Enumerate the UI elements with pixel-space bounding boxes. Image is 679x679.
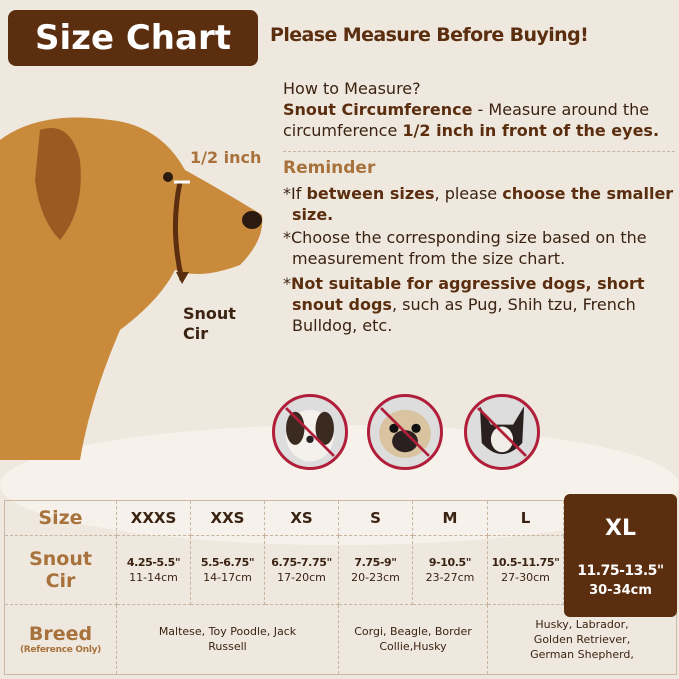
snout-bold2: 1/2 inch in front of the eyes. — [402, 121, 660, 140]
snout-instruction: Snout Circumference - Measure around the… — [283, 99, 675, 141]
snout-cell: 10.5-11.75" 27-30cm — [487, 535, 564, 605]
page-title: Please Measure Before Buying! — [270, 24, 589, 46]
snout-cell: 6.75-7.75" 17-20cm — [264, 535, 339, 605]
t: 20-23cm — [351, 570, 400, 584]
snout-header: Snout Cir — [4, 535, 117, 605]
t: 6.75-7.75" — [271, 555, 332, 569]
size-chart-badge: Size Chart — [8, 10, 258, 66]
size-cell: S — [338, 499, 413, 537]
size-cell: M — [412, 499, 488, 537]
shih-tzu-prohibited-icon — [272, 394, 348, 470]
reminder-heading: Reminder — [283, 158, 376, 178]
xl-inch: 11.75-13.5" — [577, 563, 664, 579]
t: *If — [283, 184, 307, 203]
breed-cell: Maltese, Toy Poodle, Jack Russell — [116, 603, 339, 676]
t: 9-10.5" — [428, 555, 472, 569]
t: 14-17cm — [203, 570, 252, 584]
reminder-2: *Choose the corresponding size based on … — [283, 228, 647, 268]
size-cell: L — [487, 499, 564, 537]
snout-cell: 5.5-6.75" 14-17cm — [190, 535, 265, 605]
size-header: Size — [4, 499, 117, 537]
t: choose the smaller size — [292, 184, 674, 224]
t: between sizes — [306, 184, 435, 203]
snout-bold: Snout Circumference — [283, 100, 473, 119]
reminder-1: *If between sizes, please choose the sma… — [283, 183, 675, 225]
t: . — [327, 205, 334, 224]
snout-cell: 9-10.5" 23-27cm — [412, 535, 488, 605]
t: Not suitable for aggressive dogs, short … — [291, 274, 645, 314]
half-inch-label: 1/2 inch — [190, 148, 262, 167]
reminder-3: *Not suitable for aggressive dogs, short… — [283, 273, 675, 336]
cir-label: Cir — [183, 324, 209, 343]
t: Breed — [28, 622, 93, 645]
t: 27-30cm — [501, 570, 550, 584]
t: , such as Pug, Shih tzu, French Bulldog,… — [292, 295, 636, 335]
snout-rest: - Measure around the circumference — [283, 100, 650, 140]
golden-retriever-image — [0, 117, 263, 460]
size-cell: XXXS — [116, 499, 191, 537]
t: 4.25-5.5" — [126, 555, 181, 569]
t: Snout — [29, 547, 92, 570]
snout-cell: 7.75-9" 20-23cm — [338, 535, 413, 605]
t: (Reference Only) — [19, 644, 101, 655]
t: , please — [434, 184, 503, 203]
instructions: How to Measure? Snout Circumference - Me… — [283, 78, 675, 336]
t: 5.5-6.75" — [200, 555, 255, 569]
size-cell: XXS — [190, 499, 265, 537]
snout-label: Snout — [183, 304, 236, 323]
t: Cir — [45, 569, 76, 592]
snout-cell: 4.25-5.5" 11-14cm — [116, 535, 191, 605]
how-to-measure: How to Measure? — [283, 79, 421, 98]
snout-cir-label: Snout Cir — [183, 304, 236, 344]
t: * — [283, 274, 291, 293]
breed-header: Breed (Reference Only) — [4, 603, 117, 676]
t: 11-14cm — [129, 570, 178, 584]
xl-highlight: XL 11.75-13.5" 30-34cm — [564, 494, 677, 617]
pug-prohibited-icon — [367, 394, 443, 470]
xl-size: XL — [605, 516, 636, 541]
divider — [283, 151, 675, 152]
t: 23-27cm — [425, 570, 475, 584]
t: 7.75-9" — [354, 555, 397, 569]
french-bulldog-prohibited-icon — [464, 394, 540, 470]
t: 17-20cm — [277, 570, 326, 584]
breed-cell: Corgi, Beagle, Border Collie,Husky — [338, 603, 488, 676]
xl-cm: 30-34cm — [589, 583, 652, 598]
t: 10.5-11.75" — [491, 555, 560, 569]
size-cell: XS — [264, 499, 339, 537]
